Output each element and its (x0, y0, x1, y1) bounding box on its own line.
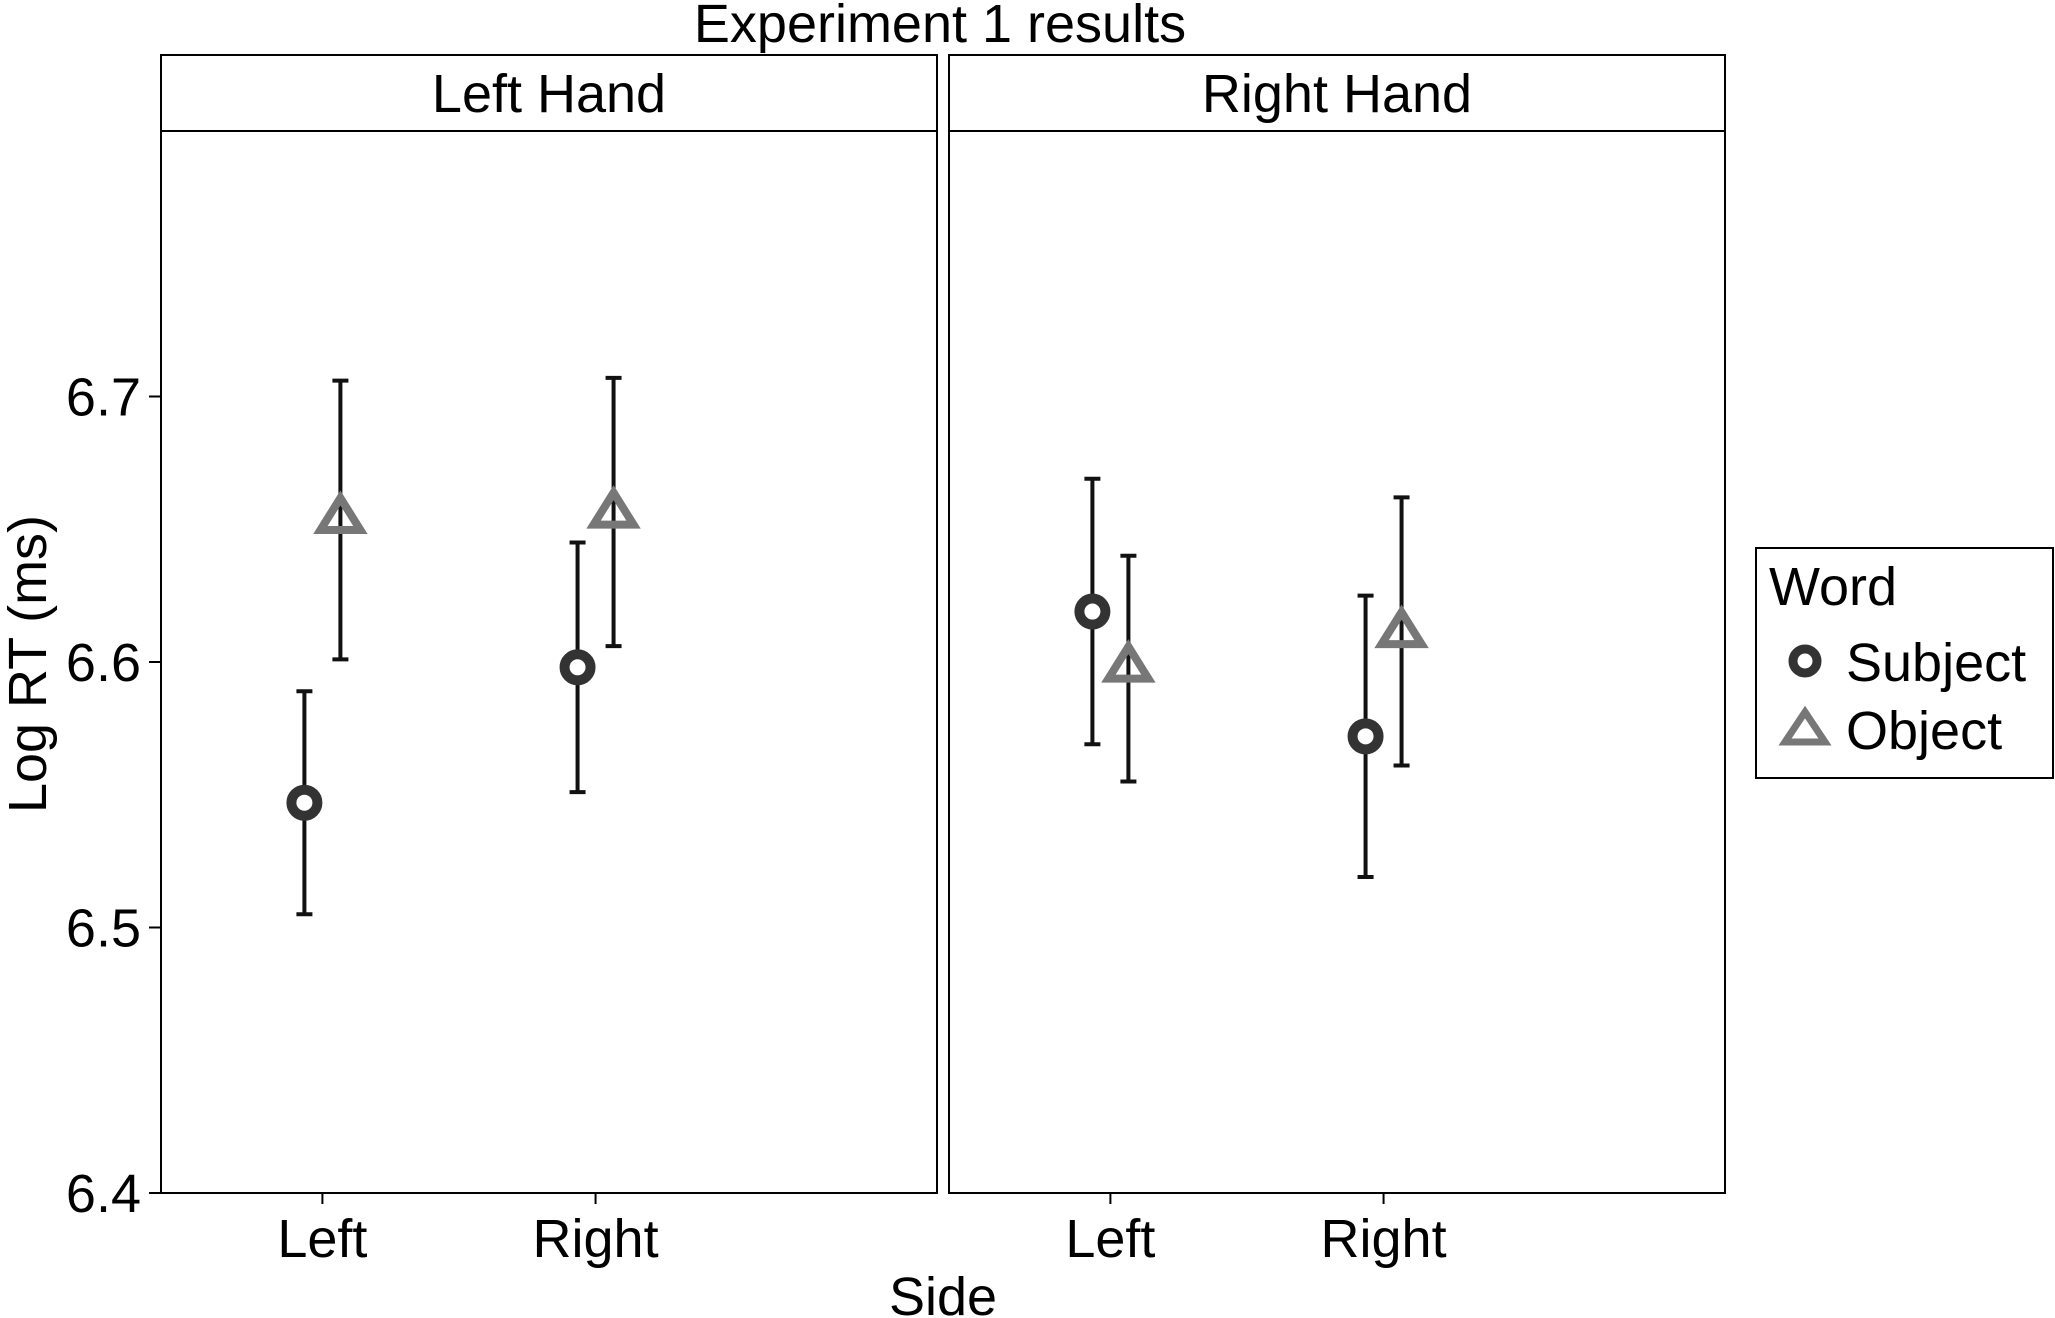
legend-label-object: Object (1846, 701, 2002, 761)
legend: Word Subject Object (1755, 547, 2054, 779)
data-point-object (1374, 604, 1429, 649)
y-axis-title: Log RT (ms) (0, 515, 58, 813)
y-tick-label: 6.5 (66, 899, 141, 959)
data-point-object (586, 485, 641, 529)
legend-subject-marker (1788, 644, 1822, 678)
y-tick-label: 6.6 (66, 633, 141, 693)
chart-title: Experiment 1 results (694, 0, 1186, 54)
data-point-subject (286, 784, 323, 821)
x-tick-label: Left (1065, 1209, 1155, 1269)
x-axis: Left Right Left Right (277, 1193, 1447, 1269)
panel-right-hand: Right Hand (948, 54, 1726, 1194)
panel-strip-label: Right Hand (1202, 64, 1472, 124)
y-axis: 6.4 6.5 6.6 6.7 (66, 368, 161, 1224)
panel-plot-area (948, 130, 1726, 1194)
panel-strip-label: Left Hand (432, 64, 666, 124)
legend-object-marker (1778, 705, 1832, 746)
data-point-object (313, 490, 368, 534)
error-bar (1393, 495, 1410, 768)
legend-item-subject: Subject (1788, 633, 2026, 693)
panel-left-hand: Left Hand (160, 54, 938, 1194)
x-tick-label: Left (277, 1209, 367, 1269)
legend-title: Word (1769, 557, 1897, 617)
legend-item-object: Object (1778, 701, 2002, 761)
data-point-subject (1347, 718, 1384, 755)
data-point-subject (1074, 593, 1111, 630)
error-bar (605, 375, 622, 649)
x-tick-label: Right (533, 1209, 659, 1269)
data-point-object (1101, 639, 1156, 683)
error-bar (332, 378, 349, 662)
data-point-subject (559, 649, 596, 686)
panel-strip (948, 54, 1726, 132)
panel-marks (1074, 476, 1429, 880)
panel-strip (160, 54, 938, 132)
x-axis-title: Side (889, 1267, 997, 1318)
x-tick-label: Right (1321, 1209, 1447, 1269)
y-tick-label: 6.7 (66, 368, 141, 428)
panel-marks (286, 375, 641, 917)
legend-label-subject: Subject (1846, 633, 2026, 693)
error-bar (1120, 553, 1137, 784)
panel-plot-area (160, 130, 938, 1194)
y-tick-label: 6.4 (66, 1164, 141, 1224)
